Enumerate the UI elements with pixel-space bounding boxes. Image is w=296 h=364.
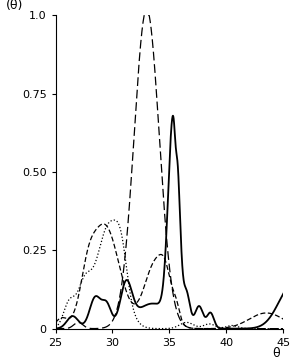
X-axis label: θ: θ [273, 347, 280, 360]
Y-axis label: (θ): (θ) [6, 0, 23, 12]
